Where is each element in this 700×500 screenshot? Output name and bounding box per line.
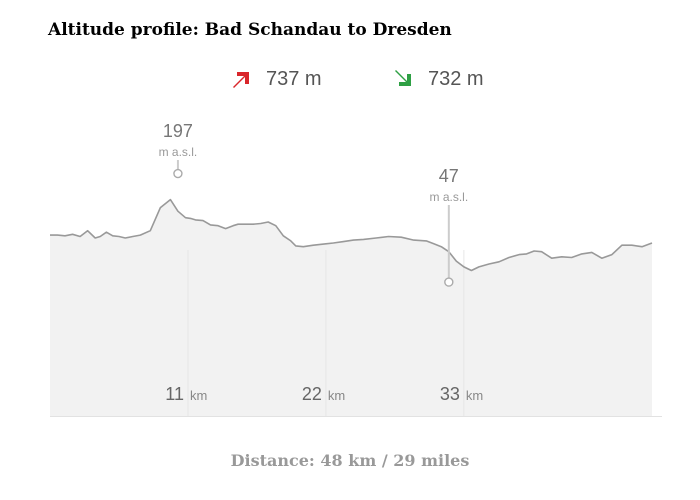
- annotation-unit: m a.s.l.: [159, 145, 198, 159]
- chart-title: Altitude profile: Bad Schandau to Dresde…: [48, 20, 452, 40]
- x-tick-unit: km: [466, 388, 483, 403]
- arrow-up-right-icon: [233, 72, 249, 88]
- annotation-value: 47: [439, 166, 459, 186]
- x-tick-label: 11: [165, 384, 184, 404]
- total-descent: 732 m: [392, 64, 484, 94]
- annotation-marker: [444, 277, 454, 287]
- altitude-area-fill: [50, 199, 652, 416]
- total-ascent: 737 m: [230, 64, 322, 94]
- descent-value: 732 m: [428, 67, 484, 90]
- x-tick-unit: km: [190, 388, 207, 403]
- arrow-down-right-icon: [395, 70, 411, 86]
- distance-summary: Distance: 48 km / 29 miles: [230, 451, 470, 470]
- annotation-unit: m a.s.l.: [429, 190, 468, 204]
- annotation-value: 197: [163, 121, 193, 141]
- annotation-marker: [173, 168, 183, 179]
- x-tick-unit: km: [328, 388, 345, 403]
- x-tick-label: 22: [302, 384, 322, 404]
- ascent-value: 737 m: [266, 67, 322, 90]
- altitude-line: [50, 198, 653, 272]
- x-tick-label: 33: [440, 384, 460, 404]
